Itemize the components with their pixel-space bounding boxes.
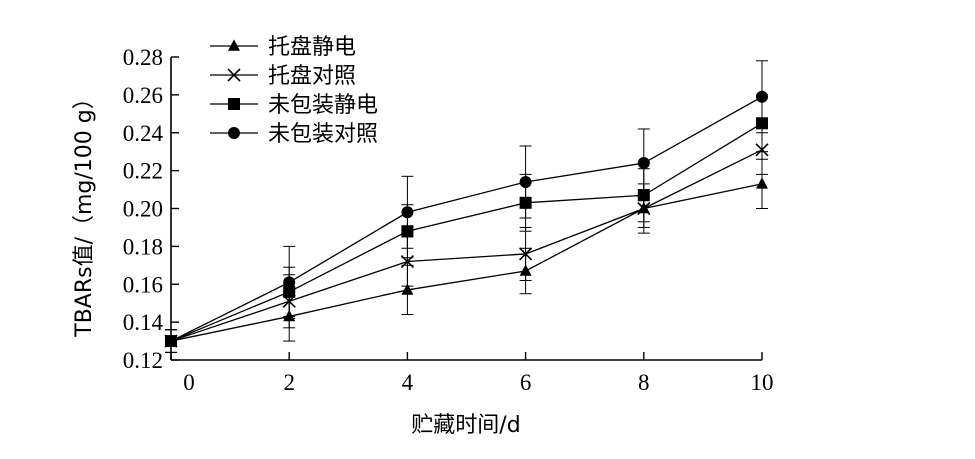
series-line: [170, 183, 763, 342]
y-ticks: 0.12 0.14 0.16 0.18 0.20 0.22 0.24 0.26 0.28: [123, 45, 179, 373]
y-tick-label: 0.14: [123, 310, 164, 335]
x-tick-label: 4: [402, 370, 414, 395]
series-line: [170, 149, 763, 342]
x-axis-label: 贮藏时间/d: [411, 413, 520, 438]
triangle-marker: [756, 177, 768, 189]
axes: [170, 57, 762, 361]
series-group: [164, 60, 769, 353]
y-tick-label: 0.12: [123, 348, 163, 373]
x-tick-label: 2: [283, 370, 295, 395]
series-4: [165, 60, 768, 353]
legend-item: 未包装静电: [210, 93, 378, 118]
triangle-marker: [401, 283, 414, 295]
x-tick-label: 6: [520, 370, 532, 395]
circle-marker: [401, 206, 414, 219]
y-tick-label: 0.20: [123, 197, 163, 222]
circle-marker: [228, 127, 240, 139]
series-1: [165, 158, 768, 353]
x-tick-label: 0: [183, 370, 195, 395]
legend-label: 未包装对照: [268, 122, 378, 147]
y-tick-label: 0.16: [123, 272, 163, 297]
x-marker-stroke: [519, 247, 533, 261]
y-tick-label: 0.24: [123, 121, 164, 146]
legend-item: 托盘静电: [210, 35, 356, 60]
x-marker-stroke: [227, 68, 241, 82]
circle-marker: [519, 175, 532, 188]
legend-label: 托盘静电: [268, 35, 356, 60]
circle-marker: [283, 276, 296, 289]
circle-marker: [637, 157, 650, 170]
x-tick-label: 10: [751, 370, 774, 395]
y-tick-label: 0.22: [123, 159, 163, 184]
square-marker: [228, 98, 240, 110]
y-axis-label: TBARs值/（mg/100 g）: [72, 87, 97, 338]
legend-item: 托盘对照: [210, 64, 356, 89]
legend-label: 未包装静电: [268, 93, 378, 118]
circle-marker: [756, 90, 768, 103]
series-line: [170, 122, 763, 342]
y-tick-label: 0.28: [123, 45, 163, 70]
legend-label: 托盘对照: [268, 64, 356, 89]
y-tick-label: 0.18: [123, 234, 163, 259]
circle-marker: [165, 335, 177, 348]
series-2: [164, 124, 769, 353]
triangle-marker: [228, 39, 240, 51]
series-line: [170, 96, 763, 342]
x-ticks: 0 2 4 6 8 10: [170, 352, 774, 395]
x-tick-label: 8: [638, 370, 650, 395]
legend-item: 未包装对照: [210, 122, 378, 147]
y-tick-label: 0.26: [123, 83, 163, 108]
